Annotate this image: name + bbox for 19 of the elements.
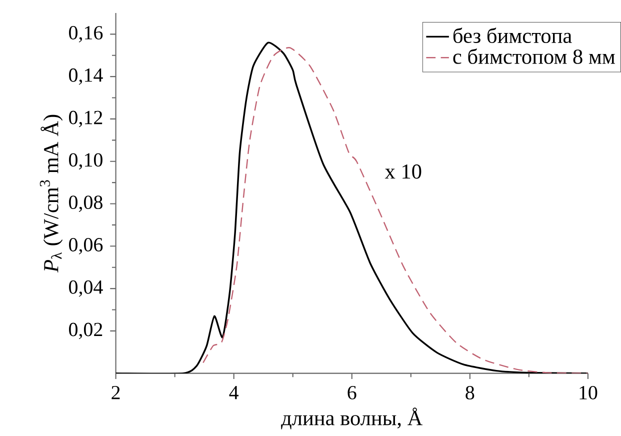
y-tick-label: 0,04 [69, 280, 103, 297]
x-tick-label: 8 [466, 386, 474, 400]
y-tick-label: 0,02 [69, 322, 102, 340]
x-tick-label: 10 [580, 386, 598, 400]
y-axis-title: P$_{λ}$ (W/cm$^{3}$ mA Å) [40, 114, 63, 273]
y-tick-label: 0,12 [69, 110, 102, 128]
y-tick-label: 0,08 [69, 196, 102, 212]
y-tick-label: 0,06 [69, 238, 103, 254]
legend-label: с бимстопом 8 мм [453, 48, 615, 64]
x-tick-label: 6 [348, 386, 356, 400]
y-tick-label: 0,14 [69, 68, 103, 85]
line-series [202, 47, 588, 374]
x-tick-label: 2 [112, 386, 120, 400]
legend-label: без бимстопа [453, 28, 572, 44]
x-axis-title: длина волны, Å [281, 408, 423, 430]
y-tick-label: 0,16 [69, 26, 103, 42]
y-tick-label: 0,10 [69, 153, 102, 170]
annotation: x 10 [384, 164, 422, 179]
x-tick-label: 4 [229, 386, 239, 400]
